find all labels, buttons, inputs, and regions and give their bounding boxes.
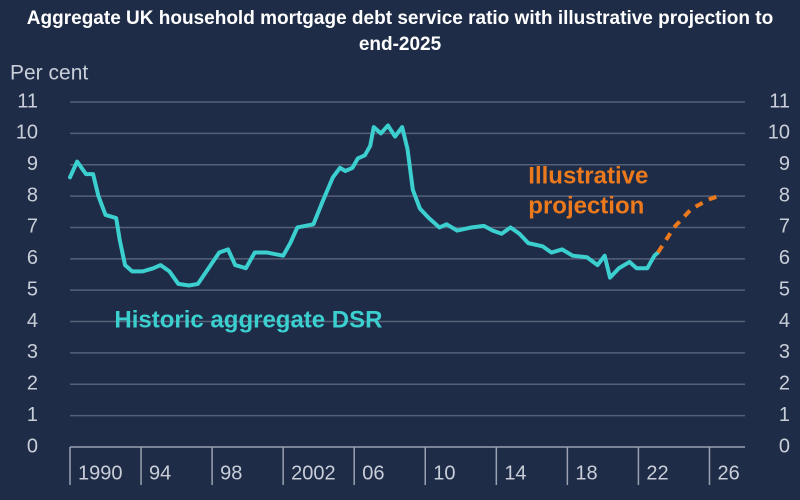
- y2-tick-label: 4: [779, 310, 790, 332]
- annotation-line: Historic aggregate DSR: [114, 307, 382, 334]
- y-tick-label: 3: [27, 341, 38, 363]
- annotation: Illustrative projection: [528, 163, 648, 220]
- y2-tick-label: 6: [779, 247, 790, 269]
- annotation: Historic aggregate DSR: [114, 307, 382, 334]
- y2-tick-label: 11: [769, 90, 790, 112]
- annotation-line: projection: [528, 193, 644, 220]
- y2-tick-label: 9: [779, 153, 790, 175]
- y-tick-label: 7: [27, 216, 38, 238]
- y-tick-label: 0: [27, 435, 38, 457]
- y-tick-label: 11: [17, 90, 38, 112]
- chart-title: Aggregate UK household mortgage debt ser…: [26, 8, 774, 55]
- y2-tick-label: 10: [768, 122, 790, 144]
- y-axis-label: Per cent: [10, 62, 88, 85]
- y-tick-label: 1: [27, 404, 38, 426]
- x-tick-label: 1990: [78, 462, 123, 484]
- y2-tick-label: 1: [779, 404, 790, 426]
- y-tick-label: 6: [27, 247, 38, 269]
- y2-tick-label: 3: [779, 341, 790, 363]
- y-tick-label: 10: [16, 122, 38, 144]
- x-tick-label: 06: [362, 462, 384, 484]
- y-tick-label: 2: [27, 373, 38, 395]
- data-line: [68, 123, 660, 288]
- y-tick-label: 8: [27, 184, 38, 206]
- x-tick-label: 22: [646, 462, 668, 484]
- x-tick-label: 18: [575, 462, 597, 484]
- y-tick-label: 4: [27, 310, 38, 332]
- y-tick-label: 5: [27, 278, 38, 300]
- x-tick-label: 26: [717, 462, 739, 484]
- data-line: [656, 194, 720, 254]
- x-tick-label: 14: [504, 462, 526, 484]
- x-tick-label: 10: [433, 462, 455, 484]
- y2-tick-label: 5: [779, 278, 790, 300]
- y2-tick-label: 8: [779, 184, 790, 206]
- annotation-line: Illustrative: [528, 163, 648, 190]
- x-tick-label: 2002: [291, 462, 336, 484]
- x-tick-label: 98: [220, 462, 242, 484]
- y-tick-label: 9: [27, 153, 38, 175]
- x-tick-label: 94: [149, 462, 171, 484]
- y2-tick-label: 0: [779, 435, 790, 457]
- y2-tick-label: 7: [779, 216, 790, 238]
- y2-tick-label: 2: [779, 373, 790, 395]
